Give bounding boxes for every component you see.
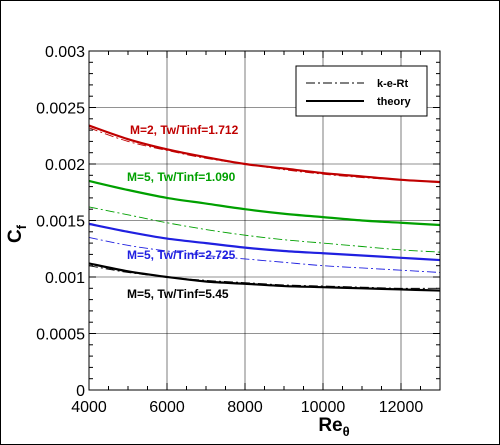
annotation-green: M=5, Tw/Tinf=1.090	[127, 170, 236, 184]
y-tick-label: 0	[76, 383, 85, 400]
y-tick-label: 0.0015	[36, 214, 85, 231]
legend-box	[295, 65, 428, 117]
y-tick-labels: 0 0.0005 0.001 0.0015 0.002 0.0025 0.003	[36, 44, 85, 400]
series-line-7-solid	[88, 262, 441, 292]
y-axis-label: Cf	[5, 224, 29, 243]
legend-label-theory: theory	[377, 96, 412, 108]
series-line-2-dash-dot	[88, 127, 441, 183]
annotation-black: M=5, Tw/Tinf=5.45	[127, 287, 229, 301]
x-tick-label: 8000	[227, 399, 263, 416]
y-tick-label: 0.0025	[36, 101, 85, 118]
x-tick-label: 6000	[149, 399, 185, 416]
y-tick-label: 0.001	[45, 270, 85, 287]
series-line-5-solid	[88, 222, 441, 262]
annotation-blue: M=5, Tw/Tinf=2.725	[127, 248, 236, 262]
series-line-3-solid	[88, 179, 441, 227]
x-axis-label: Reθ	[318, 415, 349, 439]
y-tick-label: 0.0005	[36, 327, 85, 344]
y-tick-label: 0.002	[45, 157, 85, 174]
series-line-6-dash-dot	[88, 237, 441, 273]
x-tick-labels: 4000 6000 8000 10000 12000	[71, 399, 423, 416]
x-tick-label: 4000	[71, 399, 107, 416]
legend-label-k-e-rt: k-e-Rt	[377, 78, 409, 90]
tick-marks	[88, 50, 441, 391]
x-tick-label: 12000	[379, 399, 424, 416]
series-lines	[88, 124, 441, 292]
annotation-red: M=2, Tw/Tinf=1.712	[130, 123, 239, 137]
series-line-8-dash-dot	[88, 265, 441, 289]
y-tick-label: 0.003	[45, 44, 85, 61]
series-line-1-solid	[88, 124, 441, 184]
series-line-4-dash-dot	[88, 206, 441, 253]
legend: k-e-Rt theory	[295, 65, 428, 117]
x-tick-label: 10000	[301, 399, 346, 416]
